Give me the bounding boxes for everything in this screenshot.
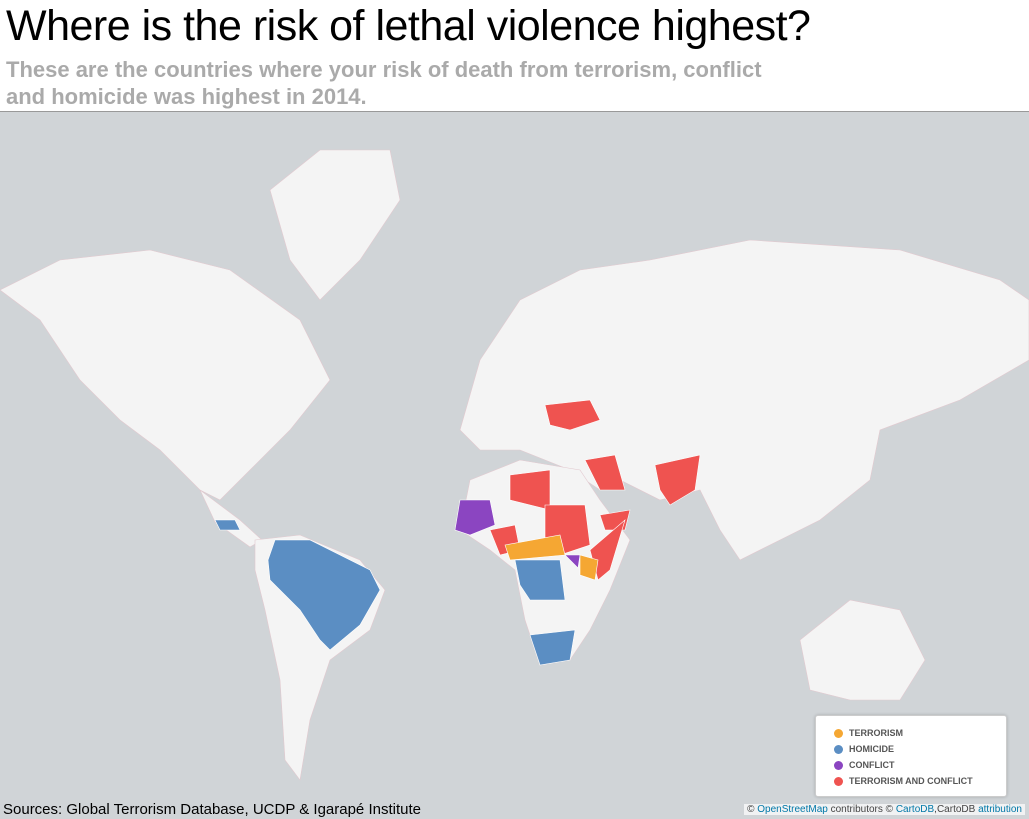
- cartodb-link[interactable]: CartoDB: [895, 804, 935, 815]
- subtitle: These are the countries where your risk …: [6, 57, 762, 82]
- map[interactable]: [0, 111, 1029, 819]
- legend-item: TERRORISM: [834, 725, 1006, 741]
- legend-label: HOMICIDE: [849, 744, 894, 754]
- country[interactable]: [654, 454, 701, 506]
- legend-item: CONFLICT: [834, 757, 1006, 773]
- sources: Sources: Global Terrorism Database, UCDP…: [3, 801, 421, 818]
- country[interactable]: [504, 534, 566, 561]
- country[interactable]: [564, 554, 581, 569]
- legend-item: TERRORISM AND CONFLICT: [834, 773, 1006, 789]
- attribution: © OpenStreetMap contributors © CartoDB,C…: [744, 804, 1025, 815]
- legend-swatch: [834, 744, 843, 754]
- attribution-text: ©: [747, 804, 755, 815]
- country[interactable]: [584, 454, 626, 491]
- legend-label: CONFLICT: [849, 760, 895, 770]
- legend-swatch: [834, 728, 843, 738]
- attribution-text: ,CartoDB: [934, 804, 976, 815]
- country[interactable]: [579, 554, 599, 581]
- legend-swatch: [834, 776, 843, 786]
- legend-label: TERRORISM AND CONFLICT: [849, 776, 973, 786]
- legend-swatch: [834, 760, 843, 770]
- legend: TERRORISM HOMICIDE CONFLICT TERRORISM AND C…: [815, 715, 1007, 797]
- country[interactable]: [454, 499, 496, 536]
- legend-label: TERRORISM: [849, 728, 903, 738]
- greenland: [269, 149, 401, 301]
- country[interactable]: [267, 539, 381, 651]
- country[interactable]: [544, 399, 601, 431]
- australia: [799, 599, 926, 701]
- title: Where is the risk of lethal violence hig…: [6, 2, 811, 50]
- country[interactable]: [529, 629, 576, 666]
- subtitle: and homicide was highest in 2014.: [6, 84, 367, 109]
- attribution-text: contributors ©: [830, 804, 894, 815]
- legend-item: HOMICIDE: [834, 741, 1006, 757]
- osm-link[interactable]: OpenStreetMap: [757, 804, 828, 815]
- country[interactable]: [514, 559, 566, 601]
- highlighted-countries: [214, 399, 701, 666]
- north-america: [0, 249, 331, 501]
- attribution-link[interactable]: attribution: [978, 804, 1022, 815]
- country[interactable]: [214, 519, 241, 531]
